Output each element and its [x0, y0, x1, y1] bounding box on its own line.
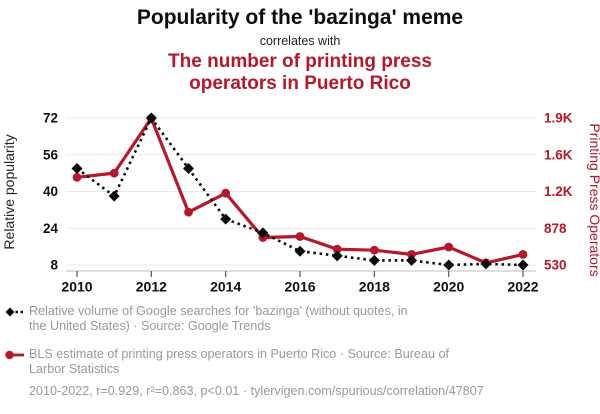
x-axis-tick-label: 2014 — [210, 279, 241, 295]
chart-subtitle: The number of printing press operators i… — [168, 51, 432, 94]
legend-line: Relative volume of Google searches for '… — [29, 304, 408, 318]
x-axis-tick-label: 2012 — [136, 279, 167, 295]
chart-title: Popularity of the 'bazinga' meme — [136, 6, 464, 29]
y-axis-left-tick-label: 8 — [50, 258, 58, 273]
y-axis-left-tick-label: 24 — [43, 221, 59, 236]
printing-press-point — [184, 207, 193, 217]
printing-press-point — [109, 168, 119, 178]
legend-line: the United States) · Source: Google Tren… — [29, 319, 271, 334]
y-axis-right-tick-label: 1.6K — [544, 147, 573, 162]
bazinga-point — [517, 259, 529, 271]
diamond-dashed-marker-icon — [5, 307, 24, 317]
x-axis-tick-label: 2010 — [61, 279, 92, 295]
y-axis-right-tick-label: 878 — [544, 221, 567, 236]
x-axis-tick-label: 2022 — [507, 279, 538, 295]
bazinga-point — [145, 112, 157, 124]
left-axis-title: Relative popularity — [1, 134, 17, 249]
bazinga-point — [480, 258, 492, 270]
printing-press-point — [407, 250, 416, 259]
x-axis-tick-label: 2020 — [433, 279, 464, 295]
y-axis-right-tick-label: 1.2K — [544, 184, 573, 199]
correlation-chart: 8 24 40 56 72 530 878 1.2K 1.6K 1.9K 2010 2012 2014 2… — [1, 111, 600, 295]
x-axis-tick-label: 2018 — [359, 279, 390, 295]
printing-press-point — [370, 245, 379, 255]
bazinga-point — [220, 213, 232, 225]
bazinga-point — [406, 254, 418, 266]
legend-item-bazinga: Relative volume of Google searches for '… — [5, 304, 408, 335]
x-axis-tick-label: 2016 — [284, 279, 315, 295]
y-axis-left-tick-label: 72 — [43, 111, 58, 126]
bazinga-point — [257, 227, 269, 239]
bazinga-point — [331, 250, 343, 262]
right-axis-title: Printing Press Operators — [587, 123, 600, 276]
correlates-with-label: correlates with — [259, 34, 341, 48]
printing-press-point — [444, 242, 454, 252]
legend-item-printing-press: BLS estimate of printing press operators… — [5, 347, 449, 378]
y-axis-left-tick-label: 56 — [43, 147, 59, 162]
bazinga-point — [183, 163, 195, 175]
legend-item-label: Relative volume of Google searches for '… — [29, 304, 408, 335]
bazinga-point — [443, 259, 455, 271]
printing-press-point — [518, 250, 528, 259]
y-axis-left-tick-label: 40 — [43, 184, 58, 199]
y-axis-right-tick-label: 530 — [544, 258, 567, 273]
legend-item-label: BLS estimate of printing press operators… — [29, 347, 449, 378]
printing-press-line — [76, 116, 524, 265]
legend-line: BLS estimate of printing press operators… — [29, 347, 450, 361]
printing-press-point — [221, 188, 231, 198]
bazinga-point — [294, 245, 306, 257]
bazinga-point — [368, 254, 380, 266]
bazinga-point — [71, 163, 83, 175]
circle-solid-marker-icon — [5, 350, 24, 360]
correlation-footnote: 2010-2022, r=0.929, r²=0.863, p<0.01 · t… — [29, 384, 484, 398]
y-axis-right-tick-label: 1.9K — [544, 111, 573, 126]
printing-press-point — [332, 244, 342, 254]
legend-line: Larbor Statistics — [29, 362, 120, 377]
printing-press-point — [295, 232, 305, 241]
chart-area: 8 24 40 56 72 530 878 1.2K 1.6K 1.9K 2010 2012 2014 2… — [0, 100, 600, 304]
printing-press-point — [72, 172, 82, 182]
bazinga-point — [108, 190, 120, 202]
